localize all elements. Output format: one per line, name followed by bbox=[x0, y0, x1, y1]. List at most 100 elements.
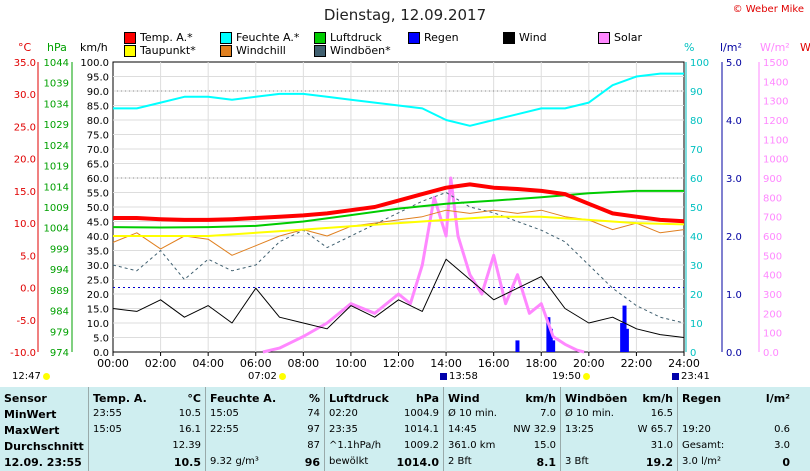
legend-swatch-solar bbox=[598, 31, 610, 44]
stats-cell-note: 13:25 bbox=[565, 424, 594, 435]
pressure-tick-label: 1039 bbox=[44, 79, 69, 90]
stats-cell-current: 8.1 bbox=[536, 456, 557, 469]
rain-bar bbox=[548, 328, 553, 352]
solar-tick-label: 0.0 bbox=[763, 348, 779, 359]
legend-temp: Temp. A.* bbox=[124, 31, 193, 44]
solar-tick-label: 1000 bbox=[763, 155, 788, 166]
pressure-tick-label: 984 bbox=[50, 307, 69, 318]
temp-tick-label: -5.0 bbox=[16, 316, 36, 327]
pressure-tick-label: 1044 bbox=[44, 58, 69, 69]
legend-pressure: Luftdruck bbox=[314, 31, 382, 44]
pressure-tick-label: 979 bbox=[50, 327, 69, 338]
time-marker-label: 13:58 bbox=[449, 371, 478, 382]
solar-tick-label: 500 bbox=[763, 251, 782, 262]
rain-bar bbox=[624, 328, 629, 352]
x-tick-label: 12:00 bbox=[383, 357, 415, 370]
stats-col-humidity: Feuchte A.% 15:05 74 22:55 97 87 9.32 g/m³… bbox=[206, 387, 325, 471]
stats-cell-value: 97 bbox=[307, 424, 320, 435]
stats-row-label: Durchschnitt bbox=[4, 440, 84, 453]
legend-swatch-windchill bbox=[220, 44, 232, 57]
humidity-tick-label: 30 bbox=[690, 261, 703, 272]
moon-icon bbox=[440, 373, 447, 380]
stats-col-title: Temp. A. bbox=[93, 392, 147, 405]
stats-col-unit: hPa bbox=[415, 392, 439, 405]
x-tick-label: 20:00 bbox=[573, 357, 605, 370]
stats-cell-value: 0.6 bbox=[774, 424, 790, 435]
pressure-tick-label: 999 bbox=[50, 244, 69, 255]
solar-tick-label: 700 bbox=[763, 213, 782, 224]
pressure-tick-label: 1034 bbox=[44, 99, 69, 110]
wind-tick-label: 60.0 bbox=[87, 174, 109, 185]
wind-tick-label: 70.0 bbox=[87, 145, 109, 156]
wind-tick-label: 30.0 bbox=[87, 261, 109, 272]
stats-col-pressure: Luftdruck hPa 02:20 1004.9 23:35 1014.1 ^1.… bbox=[325, 387, 444, 471]
wind-tick-label: 45.0 bbox=[87, 218, 109, 229]
stats-cell-value: 16.5 bbox=[650, 408, 673, 419]
stats-cell-note: ^1.1hPa/h bbox=[329, 440, 382, 451]
wind-tick-label: 55.0 bbox=[87, 189, 109, 200]
wind-tick-label: 95.0 bbox=[87, 73, 109, 84]
sun-icon bbox=[278, 373, 286, 380]
wind-tick-label: 0.0 bbox=[93, 348, 109, 359]
wind-tick-label: 25.0 bbox=[87, 276, 109, 287]
stats-cell-value: W 65.7 bbox=[637, 424, 673, 435]
temp-tick-label: 15.0 bbox=[14, 187, 36, 198]
stats-cell-value: 1014.1 bbox=[404, 424, 439, 435]
copyright-label: © Weber Mike bbox=[732, 4, 804, 15]
pressure-tick-label: 994 bbox=[50, 265, 69, 276]
legend-solar: Solar bbox=[598, 31, 642, 44]
x-tick-label: 02:00 bbox=[145, 357, 177, 370]
temp-tick-label: 10.0 bbox=[14, 219, 36, 230]
axis-header-temp: °C bbox=[18, 41, 32, 54]
legend-swatch-pressure bbox=[314, 31, 326, 44]
stats-cell-value: 1004.9 bbox=[404, 408, 439, 419]
solar-tick-label: 1500 bbox=[763, 58, 788, 69]
stats-cell-note: 361.0 km bbox=[448, 440, 496, 451]
stats-col-title: Luftdruck bbox=[329, 392, 389, 405]
rain-bar bbox=[551, 340, 556, 352]
wind-tick-label: 35.0 bbox=[87, 247, 109, 258]
legend-rain: Regen bbox=[408, 31, 459, 44]
wind-tick-label: 40.0 bbox=[87, 232, 109, 243]
stats-col-unit: % bbox=[308, 392, 320, 405]
stats-cell-value: 12.39 bbox=[172, 440, 201, 451]
temp-tick-label: -10.0 bbox=[10, 348, 36, 359]
axis-header-solar: W/m² bbox=[760, 41, 790, 54]
humidity-tick-label: 70 bbox=[690, 145, 703, 156]
stats-row-label: MaxWert bbox=[4, 424, 60, 437]
series-taupunkt bbox=[113, 215, 685, 237]
stats-col-title: Windböen bbox=[565, 392, 628, 405]
pressure-tick-label: 1014 bbox=[44, 182, 69, 193]
stats-col-unit: km/h bbox=[525, 392, 556, 405]
time-marker-label: 07:02 bbox=[248, 371, 277, 382]
stats-cell-note: 22:55 bbox=[210, 424, 239, 435]
pressure-tick-label: 1019 bbox=[44, 162, 69, 173]
stats-cell-note: bewölkt bbox=[329, 456, 369, 467]
wind-tick-label: 80.0 bbox=[87, 116, 109, 127]
stats-table: Sensor MinWert MaxWert Durchschnitt 12.0… bbox=[0, 387, 810, 471]
stats-cell-note: 23:35 bbox=[329, 424, 358, 435]
stats-col-unit: l/m² bbox=[765, 392, 790, 405]
series-solar bbox=[262, 176, 585, 354]
stats-col-title: Wind bbox=[448, 392, 480, 405]
humidity-tick-label: 60 bbox=[690, 174, 703, 185]
rain-tick-label: 3.0 bbox=[726, 174, 742, 185]
solar-tick-label: 600 bbox=[763, 232, 782, 243]
stats-cell-value: 7.0 bbox=[540, 408, 556, 419]
legend-swatch-temp bbox=[124, 31, 136, 44]
legend-swatch-dewpoint bbox=[124, 44, 136, 57]
stats-cell-note: Ø 10 min. bbox=[448, 408, 497, 419]
time-marker-4: 19:50 bbox=[552, 371, 590, 382]
x-tick-label: 16:00 bbox=[478, 357, 510, 370]
wind-tick-label: 15.0 bbox=[87, 305, 109, 316]
rain-tick-label: 4.0 bbox=[726, 116, 742, 127]
wind-tick-label: 10.0 bbox=[87, 319, 109, 330]
temp-tick-label: 5.0 bbox=[20, 251, 36, 262]
x-tick-label: 10:00 bbox=[335, 357, 367, 370]
legend-label-windchill: Windchill bbox=[236, 44, 286, 57]
wind-tick-label: 100.0 bbox=[80, 58, 109, 69]
x-tick-label: 06:00 bbox=[240, 357, 272, 370]
rain-bar bbox=[620, 323, 625, 352]
stats-col-wind: Wind km/h Ø 10 min. 7.0 14:45 NW 32.9 361.0… bbox=[444, 387, 561, 471]
temp-tick-label: 0.0 bbox=[20, 284, 36, 295]
